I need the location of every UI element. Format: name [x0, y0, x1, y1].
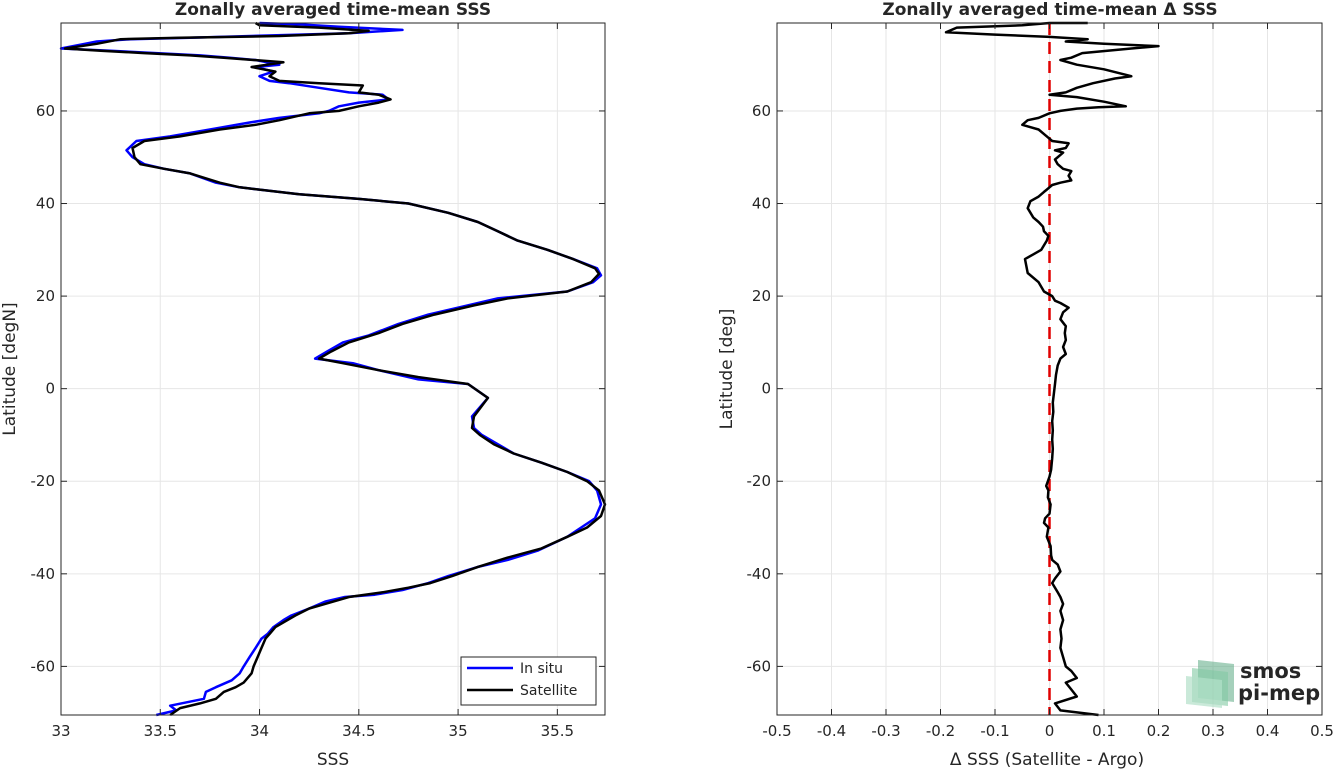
- y-tick-label-0: 0: [761, 380, 771, 398]
- x-tick-label-0-1: 0.1: [1092, 722, 1116, 740]
- x-tick-label-35: 35: [449, 722, 468, 740]
- axes-box-sss: [60, 22, 606, 716]
- y-tick-label-60: -60: [31, 657, 56, 675]
- logo-text-smos: smos: [1240, 659, 1301, 683]
- x-tick-label-33-5: 33.5: [144, 722, 177, 740]
- series-group-sss: [59, 21, 607, 717]
- series-line-delta-sss-0: [944, 21, 1160, 717]
- x-tick-label-35-5: 35.5: [541, 722, 574, 740]
- x-tick-label-0: 0: [1045, 722, 1055, 740]
- ylabel-delta: Latitude [deg]: [717, 309, 737, 430]
- panel-delta-sss: -0.5 -0.4 -0.3 -0.2 -0.1 0 0.1 0.2 0.3 0.4 0.5 -60 -…: [717, 0, 1334, 770]
- x-tick-label-0-2: -0.2: [926, 722, 955, 740]
- legend: In situ Satellite: [460, 656, 597, 706]
- legend-label-satellite: Satellite: [520, 683, 577, 699]
- x-tick-label-0-3: 0.3: [1201, 722, 1225, 740]
- x-tick-label-0-4: -0.4: [817, 722, 846, 740]
- xlabel-sss: SSS: [317, 750, 349, 770]
- x-tick-label-0-3: -0.3: [871, 722, 900, 740]
- ticks-sss: 33 33.5 34 34.5 35 35.5 -60 -40 -20 0 20 40 60: [31, 23, 605, 740]
- y-tick-label-20: 20: [36, 287, 55, 305]
- y-tick-label-60: 60: [36, 102, 55, 120]
- logo-mark-icon: [1186, 660, 1234, 708]
- xlabel-delta: Δ SSS (Satellite - Argo): [950, 750, 1144, 770]
- ylabel-sss: Latitude [degN]: [0, 302, 20, 435]
- title-sss: Zonally averaged time-mean SSS: [175, 0, 491, 20]
- series-line-satellite: [63, 21, 607, 717]
- plot-area-sss: [61, 23, 605, 715]
- y-tick-label-0: 0: [45, 380, 55, 398]
- x-tick-label-33: 33: [51, 722, 70, 740]
- x-tick-label-34-5: 34.5: [342, 722, 375, 740]
- y-tick-label-20: 20: [752, 287, 771, 305]
- series-group-delta: [944, 21, 1160, 717]
- x-tick-label-0-5: -0.5: [762, 722, 791, 740]
- x-tick-label-0-5: 0.5: [1310, 722, 1334, 740]
- y-tick-label-40: -40: [31, 565, 56, 583]
- title-delta: Zonally averaged time-mean Δ SSS: [882, 0, 1217, 20]
- y-tick-label-40: 40: [36, 195, 55, 213]
- x-tick-label-0-2: 0.2: [1147, 722, 1171, 740]
- smos-pi-mep-logo: smos pi-mep: [1186, 659, 1320, 708]
- y-tick-label-20: -20: [747, 472, 772, 490]
- legend-box: [460, 656, 597, 706]
- legend-label-in-situ: In situ: [520, 661, 563, 677]
- y-tick-label-40: -40: [747, 565, 772, 583]
- ticks-delta: -0.5 -0.4 -0.3 -0.2 -0.1 0 0.1 0.2 0.3 0.4 0.5 -60 -…: [747, 23, 1334, 740]
- y-tick-label-40: 40: [752, 195, 771, 213]
- x-tick-label-34: 34: [250, 722, 269, 740]
- y-tick-label-60: 60: [752, 102, 771, 120]
- y-tick-label-60: -60: [747, 657, 772, 675]
- panel-sss: 33 33.5 34 34.5 35 35.5 -60 -40 -20 0 20 40 60 Zonal…: [0, 0, 607, 770]
- y-tick-label-20: -20: [31, 472, 56, 490]
- x-tick-label-0-1: -0.1: [980, 722, 1009, 740]
- logo-text-pi-mep: pi-mep: [1238, 681, 1320, 705]
- x-tick-label-0-4: 0.4: [1256, 722, 1280, 740]
